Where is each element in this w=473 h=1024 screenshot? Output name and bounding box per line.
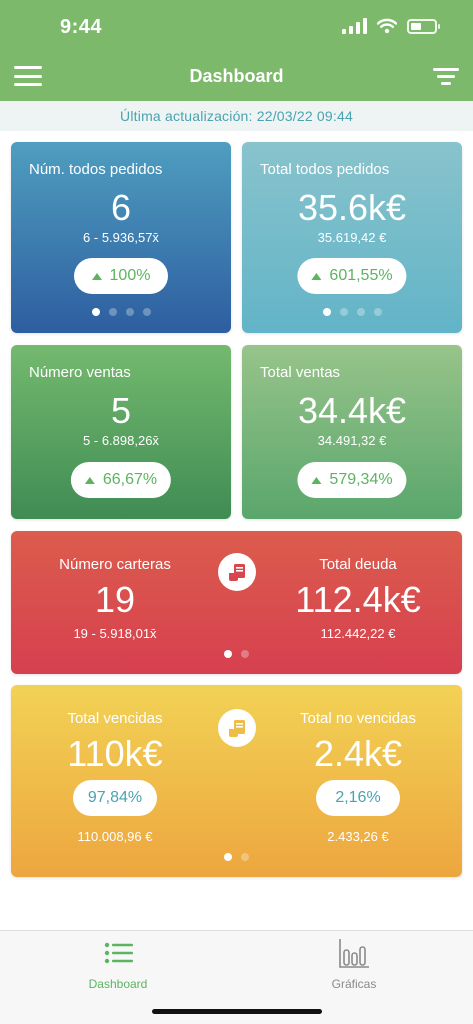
card-subvalue: 35.619,42 € <box>317 230 387 245</box>
page-dot[interactable] <box>224 650 232 658</box>
page-dot[interactable] <box>373 308 382 316</box>
page-indicator[interactable] <box>11 650 462 658</box>
change-badge: 601,55% <box>297 258 407 294</box>
card-ventas-total[interactable]: Total ventas 34.4k€ 34.491,32 € 579,34% <box>242 345 462 519</box>
page-dot[interactable] <box>108 308 117 316</box>
tab-label: Gráficas <box>331 977 377 991</box>
top-bar: 9:44 Dashboard <box>0 0 473 101</box>
wifi-icon <box>377 18 397 34</box>
page-dot[interactable] <box>91 308 100 316</box>
card-value: 5 <box>110 390 132 431</box>
card-value: 6 <box>110 187 132 228</box>
receipt-icon <box>217 553 256 591</box>
page-dot[interactable] <box>339 308 348 316</box>
card-subvalue: 6 - 5.936,57x̄ <box>83 230 159 245</box>
card-subvalue: 19 - 5.918,01x̄ <box>73 626 157 641</box>
change-badge: 100% <box>74 258 168 294</box>
card-label: Núm. todos pedidos <box>29 161 163 178</box>
card-value: 112.4k€ <box>295 579 421 620</box>
card-vencidas[interactable]: Total vencidas 110k€ 97,84% 110.008,96 €… <box>11 685 462 877</box>
change-value: 100% <box>109 267 151 284</box>
card-subvalue: 34.491,32 € <box>317 433 387 448</box>
card-label: Total deuda <box>319 556 397 573</box>
percent-badge: 97,84% <box>73 780 157 816</box>
change-value: 579,34% <box>329 471 393 488</box>
percent-badge: 2,16% <box>316 780 400 816</box>
card-ventas-count[interactable]: Número ventas 5 5 - 6.898,26x̄ 66,67% <box>11 345 231 519</box>
menu-button[interactable] <box>14 66 42 86</box>
card-label: Total no vencidas <box>300 710 416 727</box>
card-label: Total ventas <box>260 364 341 381</box>
page-title: Dashboard <box>189 66 284 86</box>
card-value: 2.4k€ <box>313 733 403 774</box>
page-indicator[interactable] <box>242 308 462 316</box>
arrow-up-icon <box>311 476 322 484</box>
card-label: Número carteras <box>59 556 171 573</box>
page-indicator[interactable] <box>11 853 462 861</box>
battery-icon <box>407 18 440 34</box>
status-time: 9:44 <box>60 16 103 38</box>
change-value: 601,55% <box>329 267 393 284</box>
tab-label: Dashboard <box>88 977 148 991</box>
card-subvalue: 112.442,22 € <box>320 626 396 641</box>
card-label: Total vencidas <box>67 710 163 727</box>
page-dot[interactable] <box>322 308 331 316</box>
card-carteras[interactable]: Número carteras 19 19 - 5.918,01x̄ Total… <box>11 531 462 674</box>
arrow-up-icon <box>311 272 322 280</box>
page-dot[interactable] <box>241 650 249 658</box>
tab-bar: Dashboard Gráficas <box>0 930 473 1024</box>
card-value: 110k€ <box>67 733 163 774</box>
last-update-bar: Última actualización: 22/03/22 09:44 <box>0 101 473 131</box>
page-dot[interactable] <box>224 853 232 861</box>
home-indicator <box>152 1009 322 1014</box>
card-subvalue: 2.433,26 € <box>327 829 389 844</box>
arrow-up-icon <box>84 476 95 484</box>
change-badge: 579,34% <box>297 462 407 498</box>
change-badge: 66,67% <box>70 462 172 498</box>
page-dot[interactable] <box>356 308 365 316</box>
bar-chart-icon <box>339 939 369 968</box>
arrow-up-icon <box>91 272 102 280</box>
page-dot[interactable] <box>241 853 249 861</box>
page-dot[interactable] <box>125 308 134 316</box>
card-label: Número ventas <box>29 364 131 381</box>
card-pedidos-total[interactable]: Total todos pedidos 35.6k€ 35.619,42 € 6… <box>242 142 462 333</box>
page-indicator[interactable] <box>11 308 231 316</box>
card-label: Total todos pedidos <box>260 161 390 178</box>
receipt-icon <box>217 709 256 747</box>
change-value: 66,67% <box>102 471 158 488</box>
card-pedidos-count[interactable]: Núm. todos pedidos 6 6 - 5.936,57x̄ 100% <box>11 142 231 333</box>
cellular-signal-icon <box>342 18 367 34</box>
card-subvalue: 110.008,96 € <box>77 829 153 844</box>
card-value: 19 <box>94 579 136 620</box>
card-subvalue: 5 - 6.898,26x̄ <box>83 433 159 448</box>
page-dot[interactable] <box>142 308 151 316</box>
list-icon <box>104 942 133 964</box>
filter-icon[interactable] <box>433 68 459 86</box>
status-icons <box>342 18 440 34</box>
card-value: 34.4k€ <box>297 390 407 431</box>
card-value: 35.6k€ <box>297 187 407 228</box>
